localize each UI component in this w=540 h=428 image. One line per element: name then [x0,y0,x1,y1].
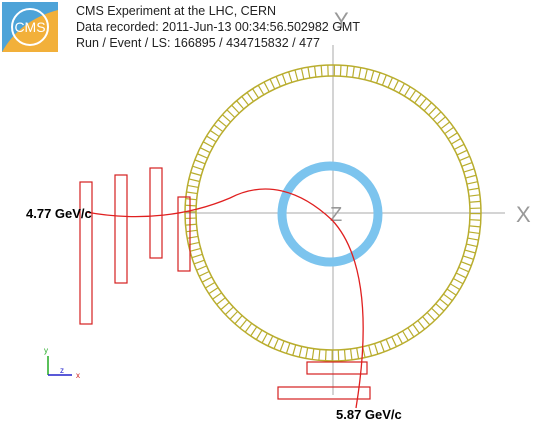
axis-triad: y z x [44,346,80,380]
calorimeter-ring [184,64,482,362]
header-line: CMS Experiment at the LHC, CERN [76,4,276,18]
logo: CMS [2,2,58,52]
logo-text: CMS [14,19,45,35]
header-line: Run / Event / LS: 166895 / 434715832 / 4… [76,36,320,50]
triad-label: x [76,371,80,380]
y-axis-label: Y [334,8,349,33]
muon-chambers [79,167,371,400]
triad-label: z [60,366,64,375]
triad-label: y [44,346,48,355]
header-line: Data recorded: 2011-Jun-13 00:34:56.5029… [76,20,360,34]
tracker [277,161,383,267]
z-axis-label: Z [330,204,342,226]
x-axis-label: X [516,202,531,227]
track-label: 5.87 GeV/c [336,407,402,422]
track [85,188,333,221]
track-label: 4.77 GeV/c [26,206,92,221]
track [331,219,364,409]
